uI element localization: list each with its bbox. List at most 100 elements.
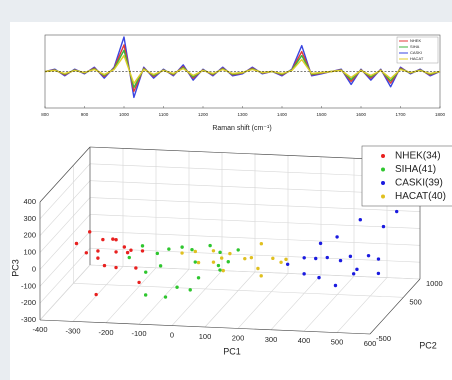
legend-marker — [381, 154, 385, 158]
x-tick-label: 1600 — [356, 112, 367, 117]
data-point — [333, 283, 338, 288]
legend-marker — [381, 181, 385, 185]
legend-label: HACAT — [410, 56, 424, 61]
x-tick-label: 400 — [298, 336, 311, 345]
x-tick-label: 0 — [170, 331, 174, 340]
y-tick-label: 500 — [409, 297, 422, 306]
data-point — [180, 245, 184, 249]
grid-line — [237, 273, 289, 329]
data-point — [74, 241, 79, 246]
z-axis-label: PC3 — [10, 259, 20, 277]
grid-line — [105, 267, 157, 324]
grid-line — [72, 266, 124, 322]
data-point — [114, 265, 118, 270]
x-tick-label: 100 — [199, 332, 212, 341]
grid-line — [39, 163, 91, 220]
data-point — [193, 249, 197, 254]
data-point — [114, 237, 118, 242]
axis-edge — [39, 146, 91, 203]
z-tick-label: -100 — [21, 281, 36, 290]
axis-edge — [39, 319, 371, 335]
z-tick-label: -300 — [21, 315, 36, 324]
data-point — [127, 255, 131, 260]
data-point — [279, 260, 283, 265]
data-point — [335, 235, 339, 239]
data-point — [96, 249, 100, 253]
x-tick-label: -400 — [32, 325, 47, 334]
data-point — [228, 251, 232, 256]
x-axis-label: PC1 — [223, 346, 241, 356]
data-point — [376, 271, 381, 276]
data-point — [196, 260, 201, 265]
data-point — [219, 256, 224, 260]
data-point — [122, 245, 127, 249]
data-point — [144, 270, 148, 274]
y-tick-label: 1000 — [426, 279, 443, 288]
data-point — [314, 256, 318, 261]
data-point — [188, 288, 192, 292]
data-point — [218, 250, 222, 255]
legend-marker — [381, 194, 385, 199]
data-point — [358, 218, 362, 222]
x-tick-label: -300 — [65, 326, 80, 335]
z-tick-label: 200 — [23, 231, 36, 240]
grid-line — [39, 214, 91, 270]
data-point — [175, 285, 179, 289]
legend-label: SIHA(41) — [395, 164, 436, 175]
data-point — [114, 250, 118, 254]
data-point — [96, 256, 100, 260]
grid-line — [73, 283, 404, 298]
legend-label: CASKI(39) — [395, 178, 443, 189]
data-point — [284, 257, 288, 262]
data-point — [143, 293, 148, 297]
data-point — [256, 266, 260, 271]
legend-label: SIHA — [410, 44, 420, 49]
grid-line — [89, 197, 421, 212]
data-point — [285, 262, 290, 266]
grid-line — [39, 264, 91, 321]
z-tick-label: -200 — [21, 298, 36, 307]
data-point — [376, 257, 381, 261]
data-point — [381, 224, 386, 229]
data-point — [94, 292, 98, 297]
data-point — [355, 267, 359, 272]
spectrum-line — [44, 54, 441, 85]
grid-line — [336, 277, 388, 333]
x-axis-label: Raman shift (cm⁻¹) — [212, 125, 271, 132]
legend-label: NHEK — [410, 38, 421, 43]
grid-line — [39, 247, 91, 304]
z-tick-label: 300 — [23, 214, 36, 223]
x-tick-label: 800 — [41, 112, 49, 117]
grid-line — [89, 214, 421, 229]
data-point — [193, 260, 197, 264]
data-point — [318, 241, 323, 246]
x-tick-label: 500 — [331, 338, 344, 347]
x-tick-label: 200 — [232, 333, 245, 342]
data-point — [211, 249, 216, 253]
data-point — [167, 247, 171, 251]
y-tick-label: -500 — [376, 334, 391, 343]
legend-label: NHEK(34) — [395, 151, 441, 162]
data-point — [243, 256, 247, 261]
data-point — [259, 242, 264, 246]
data-point — [249, 255, 254, 260]
data-point — [125, 250, 130, 255]
grid-line — [303, 275, 355, 332]
grid-line — [89, 247, 421, 263]
data-point — [226, 260, 230, 264]
legend-marker — [381, 167, 385, 172]
data-point — [196, 276, 201, 280]
data-point — [216, 263, 221, 268]
legend-label: HACAT(40) — [395, 191, 446, 202]
legend-label: CASKI — [410, 50, 422, 55]
legend-box — [361, 145, 452, 207]
data-point — [129, 248, 133, 252]
x-tick-label: -200 — [98, 328, 113, 337]
z-tick-label: 400 — [23, 197, 36, 206]
x-tick-label: 300 — [265, 335, 278, 344]
grid-line — [89, 230, 421, 246]
data-point — [208, 243, 212, 248]
data-point — [163, 295, 168, 299]
